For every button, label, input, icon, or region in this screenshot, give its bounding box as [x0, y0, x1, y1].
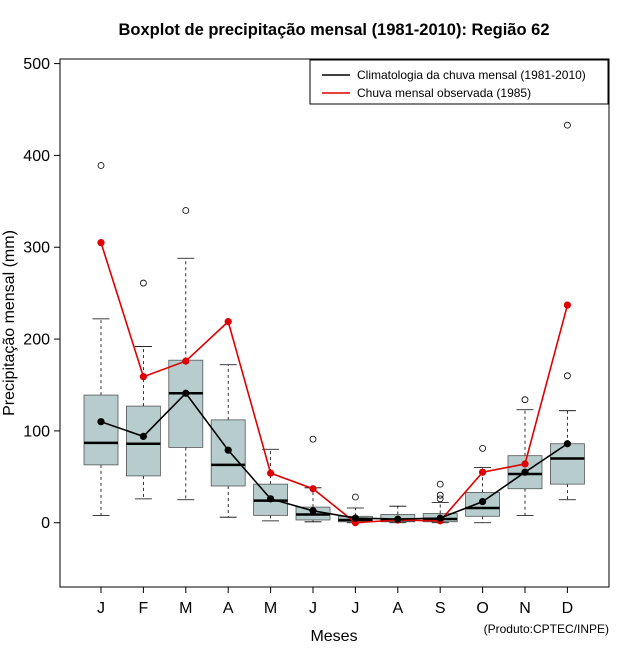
boxes-group: [83, 121, 585, 524]
series-line: [100, 392, 568, 520]
series-point: [436, 514, 444, 522]
y-tick-label: 500: [23, 56, 50, 73]
outlier-point: [436, 480, 444, 488]
series-point: [182, 389, 190, 397]
series-point: [97, 239, 105, 247]
series-line: [100, 242, 569, 524]
outlier-point: [182, 207, 190, 214]
box-10: [465, 444, 501, 524]
y-tick-label: 0: [41, 515, 50, 532]
series-point: [521, 468, 529, 476]
box-2: [126, 279, 161, 500]
box-iqr: [550, 443, 585, 485]
y-tick-label: 400: [23, 148, 50, 165]
y-axis-label: Precipitação mensal (mm): [1, 230, 18, 416]
series-point: [224, 318, 232, 326]
x-tick-label: F: [139, 600, 149, 617]
series-point: [139, 373, 147, 381]
product-note: (Produto:CPTEC/INPE): [484, 622, 609, 636]
outlier-point: [564, 121, 571, 129]
box-1: [83, 162, 119, 516]
plot-frame: [59, 58, 610, 588]
box-11: [507, 396, 543, 516]
series-point: [394, 515, 402, 523]
x-axis-label: Meses: [310, 628, 357, 645]
series-climatology: [97, 389, 572, 523]
series-point: [309, 485, 317, 493]
x-tick-label: J: [351, 600, 359, 617]
x-tick-label: N: [519, 600, 531, 617]
x-tick-label: M: [179, 600, 192, 617]
outlier-point: [436, 491, 444, 499]
box-iqr: [126, 405, 161, 477]
outlier-point: [351, 493, 359, 501]
series-point: [224, 446, 232, 454]
series-point: [139, 432, 147, 441]
series-point: [97, 418, 105, 426]
x-tick-label: A: [223, 600, 234, 617]
legend: Climatologia da chuva mensal (1981-2010)…: [309, 59, 609, 105]
series-point: [563, 440, 572, 448]
outlier-point: [436, 495, 444, 503]
series-lines: [97, 239, 572, 527]
series-point: [521, 460, 529, 468]
series-point: [182, 357, 190, 365]
outlier-point: [521, 396, 529, 404]
y-tick-label: 200: [23, 332, 50, 349]
series-point: [479, 468, 487, 476]
legend-label-observed: Chuva mensal observada (1985): [357, 86, 531, 100]
outlier-point: [564, 372, 571, 380]
x-tick-label: J: [309, 600, 317, 617]
y-tick-label: 300: [23, 240, 50, 257]
x-tick-label: S: [435, 600, 446, 617]
x-tick-label: O: [476, 600, 488, 617]
series-point: [563, 301, 572, 309]
x-tick-label: M: [264, 600, 277, 617]
outlier-point: [309, 435, 317, 443]
series-point: [267, 495, 275, 503]
outlier-point: [479, 444, 487, 452]
series-point: [351, 514, 359, 522]
chart-title: Boxplot de precipitação mensal (1981-201…: [119, 21, 550, 39]
box-iqr: [83, 394, 119, 466]
series-point: [479, 498, 487, 506]
box-4: [210, 364, 246, 518]
legend-box: [309, 59, 609, 105]
series-point: [267, 469, 275, 477]
series-point: [309, 507, 317, 515]
y-tick-label: 100: [23, 423, 50, 440]
legend-label-climatology: Climatologia da chuva mensal (1981-2010): [357, 68, 586, 82]
x-tick-label: J: [97, 600, 105, 617]
box-iqr: [168, 359, 204, 448]
x-tick-label: A: [392, 600, 403, 617]
outlier-point: [139, 279, 147, 287]
box-3: [168, 207, 204, 501]
x-tick-label: D: [562, 600, 574, 617]
y-axis: 0 100 200 300 400 500: [23, 56, 60, 532]
outlier-point: [97, 162, 105, 169]
